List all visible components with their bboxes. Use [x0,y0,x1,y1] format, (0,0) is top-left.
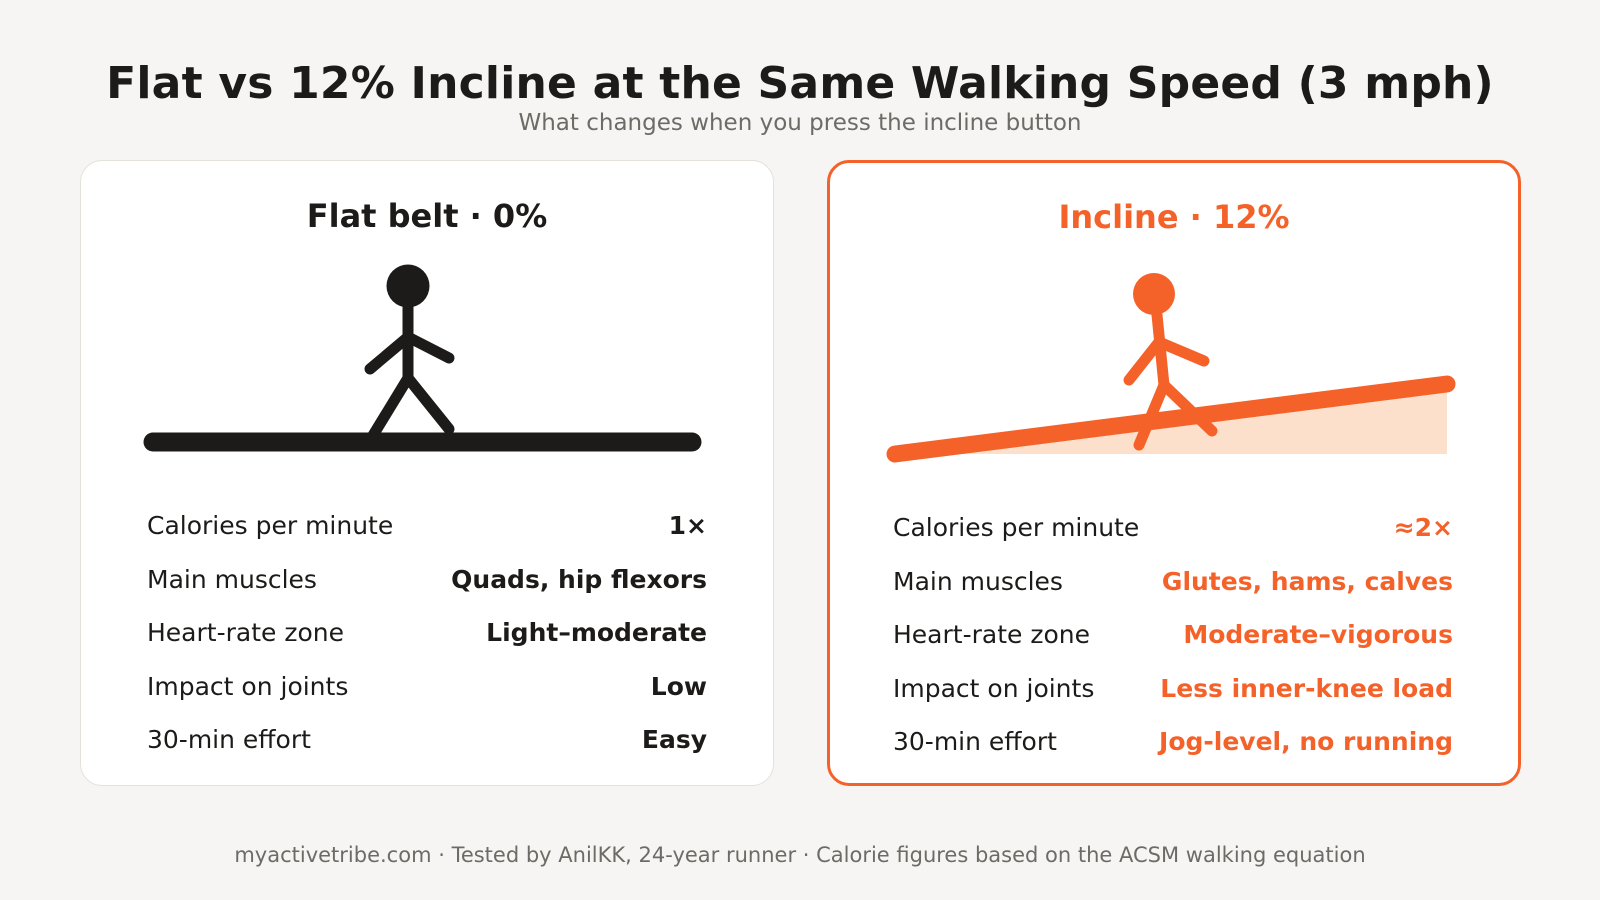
page-subtitle: What changes when you press the incline … [518,110,1082,136]
flat-card: Flat belt · 0% Calories per minute 1× Ma… [80,160,774,786]
stat-label: Calories per minute [893,513,1140,543]
page-title: Flat vs 12% Incline at the Same Walking … [106,58,1494,109]
figure-leg-back [366,372,414,443]
incline-stat-row: 30-min effort Jog-level, no running [893,715,1453,769]
stat-value: Less inner-knee load [1160,673,1453,703]
figure-torso [1151,309,1170,391]
stat-value: Moderate–vigorous [1183,620,1453,650]
incline-stat-row: Calories per minute ≈2× [893,501,1453,555]
figure-leg-back [1133,379,1170,451]
footer-credit: myactivetribe.com · Tested by AnilKK, 24… [234,843,1366,867]
flat-stat-row: Impact on joints Low [147,660,707,714]
flat-stat-row: 30-min effort Easy [147,713,707,767]
stat-label: Impact on joints [893,673,1095,703]
flat-stat-row: Heart-rate zone Light–moderate [147,606,707,660]
stick-figure-walking-flat-icon [143,264,702,452]
flat-stats-list: Calories per minute 1× Main muscles Quad… [147,499,707,767]
incline-card-title: Incline · 12% [1058,198,1290,236]
stat-value: Quads, hip flexors [451,564,707,594]
stat-label: Impact on joints [147,671,349,701]
stat-value: Easy [641,725,707,755]
stat-label: 30-min effort [147,725,311,755]
treadmill-belt-incline [886,375,1456,463]
figure-head [1133,273,1175,315]
flat-stat-row: Main muscles Quads, hip flexors [147,553,707,607]
figure-leg-front [402,372,455,435]
figure-arm-front [1153,336,1210,367]
stat-value: Light–moderate [486,618,707,648]
figure-leg-front [1158,379,1218,437]
figure-head [386,264,430,308]
incline-stat-row: Main muscles Glutes, hams, calves [893,555,1453,609]
stat-value: Jog-level, no running [1159,727,1453,757]
incline-stats-list: Calories per minute ≈2× Main muscles Glu… [893,501,1453,769]
stat-label: Heart-rate zone [893,620,1090,650]
figure-arm-back [1123,336,1165,386]
stat-label: Heart-rate zone [147,618,344,648]
stat-label: 30-min effort [893,727,1057,757]
stat-label: Calories per minute [147,511,394,541]
incline-stat-row: Impact on joints Less inner-knee load [893,662,1453,716]
stat-value: Glutes, hams, calves [1161,566,1453,596]
incline-walker-illustration [886,273,1456,463]
figure-arm-back [364,331,414,375]
stat-value: 1× [668,511,707,541]
stick-figure-walking-incline-icon [886,273,1456,463]
flat-card-title: Flat belt · 0% [306,197,548,235]
stat-value: Low [650,671,707,701]
flat-stat-row: Calories per minute 1× [147,499,707,553]
stat-label: Main muscles [147,564,317,594]
figure-arm-front [402,331,455,364]
stat-value: ≈2× [1393,513,1453,543]
stat-label: Main muscles [893,566,1063,596]
incline-stat-row: Heart-rate zone Moderate–vigorous [893,608,1453,662]
flat-walker-illustration [143,264,702,452]
incline-card: Incline · 12% Calories per minute ≈2× Ma… [827,160,1521,786]
